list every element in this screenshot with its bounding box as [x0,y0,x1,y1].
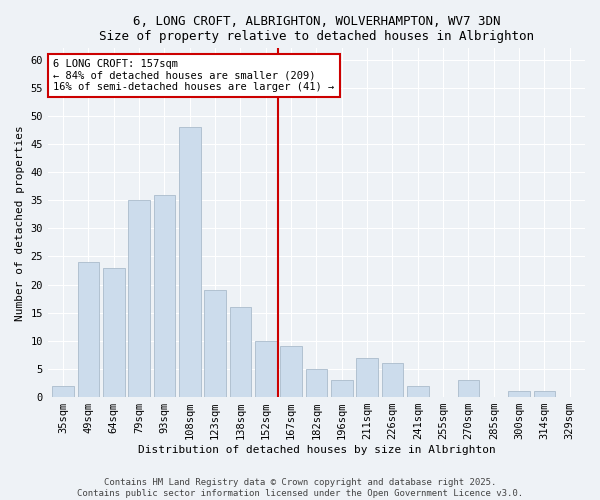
Bar [205,290,226,397]
Y-axis label: Number of detached properties: Number of detached properties [15,125,25,320]
Bar [533,392,555,397]
Bar [52,386,74,397]
Bar [508,392,530,397]
Text: 6 LONG CROFT: 157sqm
← 84% of detached houses are smaller (209)
16% of semi-deta: 6 LONG CROFT: 157sqm ← 84% of detached h… [53,59,335,92]
Bar [382,364,403,397]
Bar [154,194,175,397]
Bar [255,341,277,397]
Bar [356,358,378,397]
Bar [179,127,200,397]
X-axis label: Distribution of detached houses by size in Albrighton: Distribution of detached houses by size … [137,445,496,455]
Bar [407,386,428,397]
Bar [331,380,353,397]
Bar [230,307,251,397]
Title: 6, LONG CROFT, ALBRIGHTON, WOLVERHAMPTON, WV7 3DN
Size of property relative to d: 6, LONG CROFT, ALBRIGHTON, WOLVERHAMPTON… [99,15,534,43]
Text: Contains HM Land Registry data © Crown copyright and database right 2025.
Contai: Contains HM Land Registry data © Crown c… [77,478,523,498]
Bar [128,200,150,397]
Bar [77,262,99,397]
Bar [103,268,125,397]
Bar [305,369,327,397]
Bar [458,380,479,397]
Bar [280,346,302,397]
